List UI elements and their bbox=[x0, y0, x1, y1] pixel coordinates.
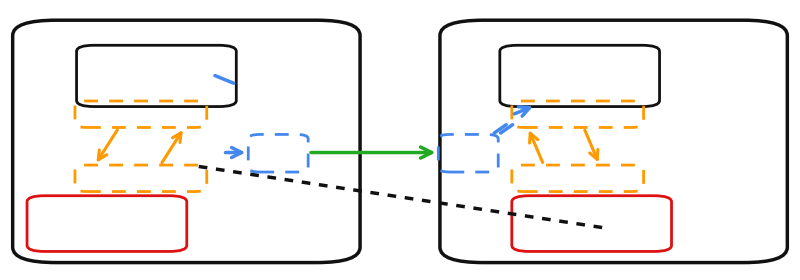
FancyBboxPatch shape bbox=[77, 45, 236, 107]
FancyBboxPatch shape bbox=[512, 196, 671, 251]
FancyBboxPatch shape bbox=[27, 196, 186, 251]
FancyBboxPatch shape bbox=[500, 45, 659, 107]
FancyBboxPatch shape bbox=[440, 20, 787, 263]
FancyBboxPatch shape bbox=[13, 20, 360, 263]
